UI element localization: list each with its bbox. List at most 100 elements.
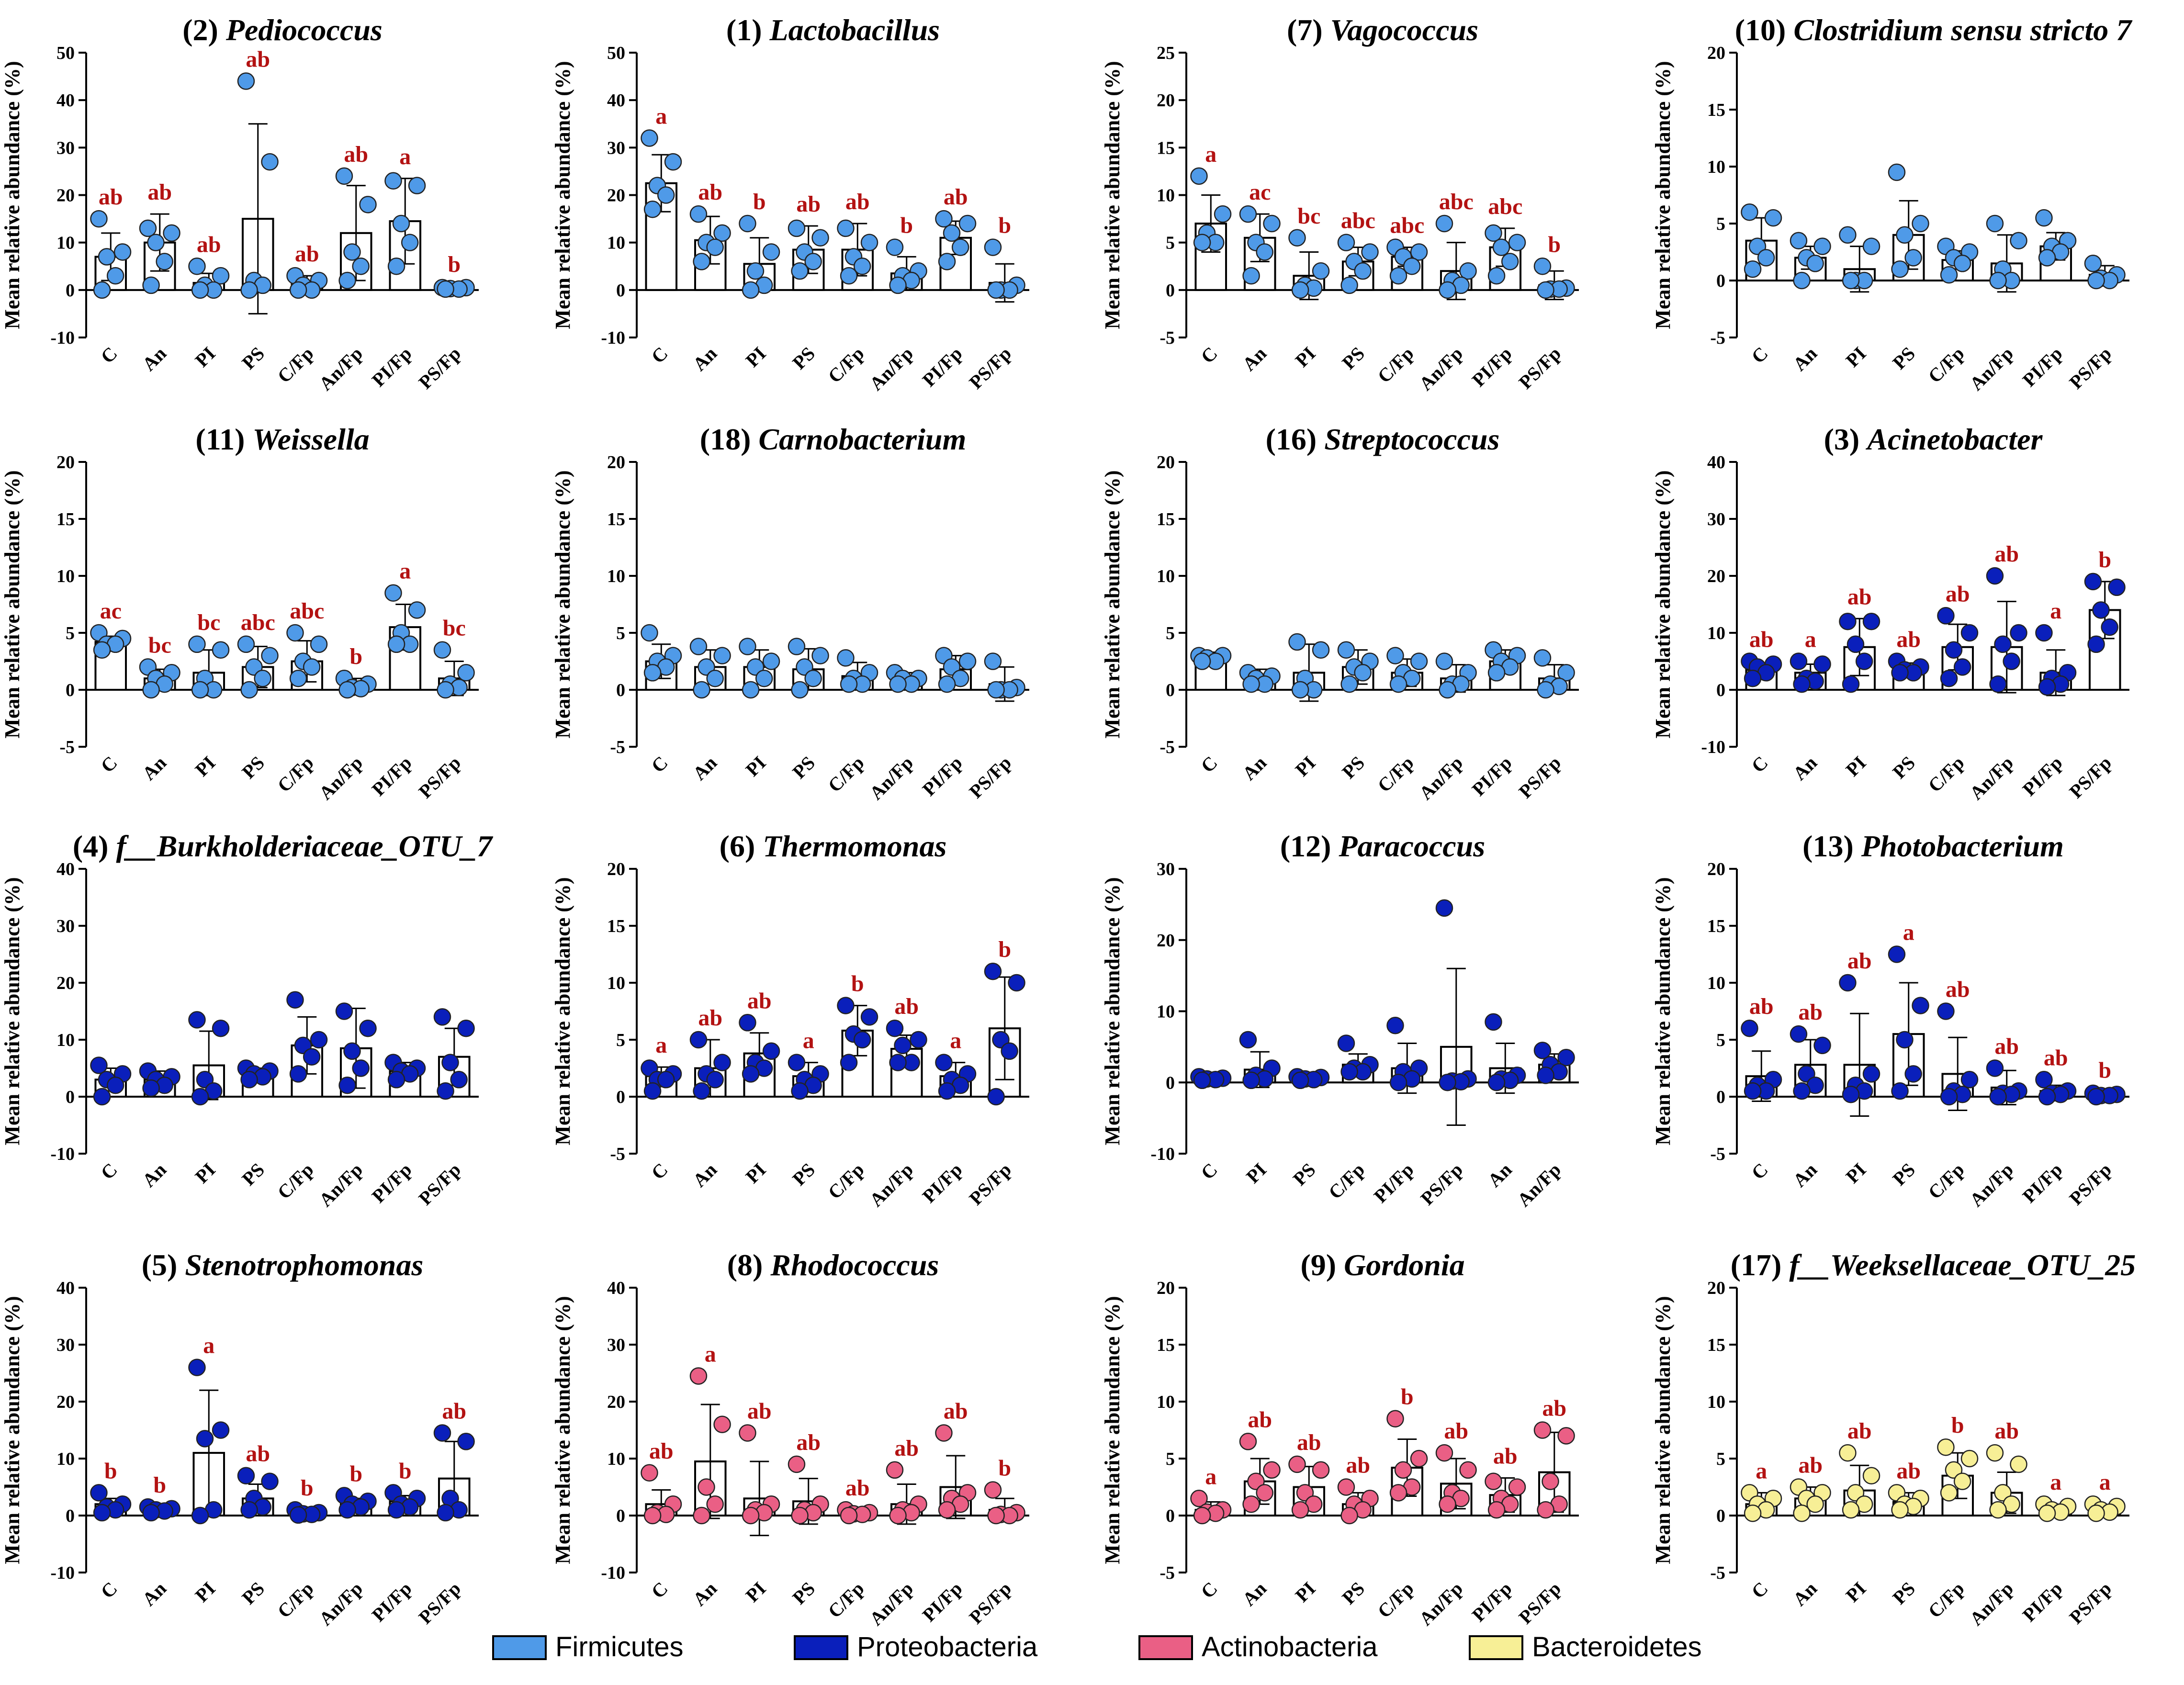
- chart-15-ytick-label: 10: [1157, 1392, 1175, 1412]
- chart-13-sig-letter-7: b: [399, 1458, 412, 1483]
- chart-6-title-name: Carnobacterium: [758, 422, 966, 456]
- legend-label-firmicutes: Firmicutes: [555, 1631, 683, 1663]
- chart-13-title-number: (5): [142, 1248, 185, 1282]
- chart-11-title-number: (12): [1280, 829, 1339, 863]
- chart-5-point: [384, 584, 402, 602]
- chart-9-ytick-label: 30: [56, 916, 75, 936]
- chart-14-xtick-label-8: PS/Fp: [965, 1578, 1015, 1629]
- chart-14-ytick-label: 20: [607, 1392, 625, 1412]
- chart-8-sig-letter-7: a: [2050, 598, 2061, 624]
- chart-5-xtick-label-7: PI/Fp: [368, 752, 416, 800]
- chart-15-point: [1337, 1478, 1355, 1496]
- chart-5-sig-letter-5: abc: [290, 598, 324, 624]
- chart-11-xtick-label-7: An: [1484, 1159, 1516, 1191]
- chart-4-point: [1757, 249, 1775, 267]
- chart-16-point: [1953, 1472, 1971, 1490]
- chart-1-point: [93, 281, 111, 299]
- chart-6-xtick-label-3: PI: [742, 752, 770, 781]
- chart-2-point: [951, 238, 969, 256]
- chart-14-point: [713, 1415, 731, 1433]
- chart-15-point: [1389, 1484, 1407, 1502]
- chart-14-point: [706, 1495, 724, 1513]
- chart-4-point: [1842, 271, 1860, 290]
- chart-3-point: [1242, 267, 1260, 285]
- chart-7-xtick-label-1: C: [1196, 752, 1221, 777]
- chart-12-point: [1940, 1088, 1958, 1106]
- chart-13-point: [289, 1506, 307, 1524]
- chart-16-ytick-label: -5: [1710, 1563, 1725, 1583]
- chart-10-ytick-label: 15: [607, 916, 625, 936]
- chart-7-ytick-label: -5: [1160, 737, 1175, 757]
- chart-14-point: [643, 1506, 662, 1525]
- chart-5-xtick-label-4: PS: [237, 752, 269, 783]
- chart-14-point: [739, 1424, 756, 1442]
- chart-15-point: [1508, 1478, 1526, 1496]
- chart-16-ytick-label: 15: [1707, 1335, 1725, 1355]
- chart-15-xtick-label-6: An/Fp: [1415, 1578, 1467, 1630]
- chart-8-point: [2035, 624, 2053, 642]
- chart-4-point: [1744, 260, 1762, 278]
- chart-14-xtick-label-6: An/Fp: [865, 1578, 917, 1630]
- chart-10-point: [987, 1088, 1005, 1106]
- chart-6-point: [984, 652, 1002, 670]
- chart-2-point: [693, 253, 710, 270]
- chart-13-point: [437, 1504, 454, 1522]
- chart-10-point: [643, 1082, 662, 1100]
- chart-12-point: [1842, 1085, 1860, 1103]
- chart-10-sig-letter-4: a: [803, 1028, 814, 1054]
- chart-7-point: [1410, 652, 1428, 670]
- chart-16-point: [1989, 1501, 2007, 1519]
- chart-16-xtick-label-5: C/Fp: [1924, 1578, 1968, 1622]
- chart-11-point: [1537, 1067, 1554, 1084]
- chart-16-point: [1937, 1438, 1955, 1456]
- chart-6-point: [938, 675, 956, 693]
- chart-2-ytick-label: 50: [607, 43, 625, 63]
- chart-12-sig-letter-2: ab: [1798, 1000, 1823, 1025]
- chart-1-point: [384, 172, 402, 190]
- chart-7-point: [1242, 675, 1260, 693]
- chart-12-point: [1744, 1082, 1762, 1100]
- chart-8-point: [1994, 635, 2012, 653]
- chart-15-ylabel: Mean relative abundance (%): [1101, 1296, 1124, 1564]
- chart-2-xtick-label-7: PI/Fp: [918, 343, 967, 391]
- chart-13-sig-letter-2: b: [153, 1472, 166, 1498]
- chart-13-point: [188, 1359, 206, 1376]
- chart-8-xtick-label-4: PS: [1888, 752, 1919, 783]
- chart-9-point: [310, 1031, 328, 1049]
- chart-8-point: [1793, 675, 1811, 693]
- chart-12-ytick-label: 5: [1716, 1030, 1725, 1050]
- chart-11-point: [1242, 1071, 1260, 1090]
- chart-1-sig-letter-6: ab: [344, 142, 368, 167]
- chart-2-title-name: Lactobacillus: [769, 13, 940, 47]
- chart-3-ylabel: Mean relative abundance (%): [1101, 61, 1124, 329]
- chart-15-sig-letter-5: b: [1401, 1384, 1414, 1410]
- chart-10-point: [840, 1054, 858, 1071]
- chart-6-point: [739, 638, 756, 655]
- chart-2-point: [958, 214, 977, 233]
- chart-2-point: [804, 253, 822, 270]
- chart-4-point: [1896, 226, 1914, 244]
- chart-7-title: (16) Streptococcus: [1266, 422, 1500, 456]
- chart-10-point: [860, 1008, 878, 1026]
- chart-15: (9) Gordonia Mean relative abundance (%) -…: [1101, 1248, 1579, 1629]
- chart-1-point: [408, 177, 426, 194]
- chart-9-point: [437, 1082, 454, 1100]
- chart-6-ytick-label: 0: [616, 680, 625, 700]
- chart-13-xtick-label-6: An/Fp: [315, 1578, 367, 1630]
- chart-1-point: [289, 281, 307, 299]
- chart-1-title-number: (2): [182, 13, 226, 47]
- chart-4-ytick-label: 15: [1707, 100, 1725, 120]
- chart-15-xtick-label-7: PI/Fp: [1468, 1578, 1516, 1626]
- chart-3-point: [1190, 167, 1208, 185]
- chart-11-ytick-label: 0: [1166, 1073, 1175, 1093]
- chart-16-point: [1891, 1501, 1909, 1519]
- chart-13-point: [212, 1421, 230, 1439]
- chart-13-point: [261, 1472, 279, 1490]
- chart-8-ytick-label: 20: [1707, 566, 1725, 586]
- chart-10-ytick-label: 5: [616, 1030, 625, 1050]
- chart-3-sig-letter-7: abc: [1488, 194, 1522, 219]
- chart-11-point: [1439, 1074, 1456, 1091]
- chart-15-ytick-label: 15: [1157, 1335, 1175, 1355]
- chart-9-title: (4) f__Burkholderiaceae_OTU_7: [73, 829, 494, 863]
- chart-10-point: [984, 962, 1002, 980]
